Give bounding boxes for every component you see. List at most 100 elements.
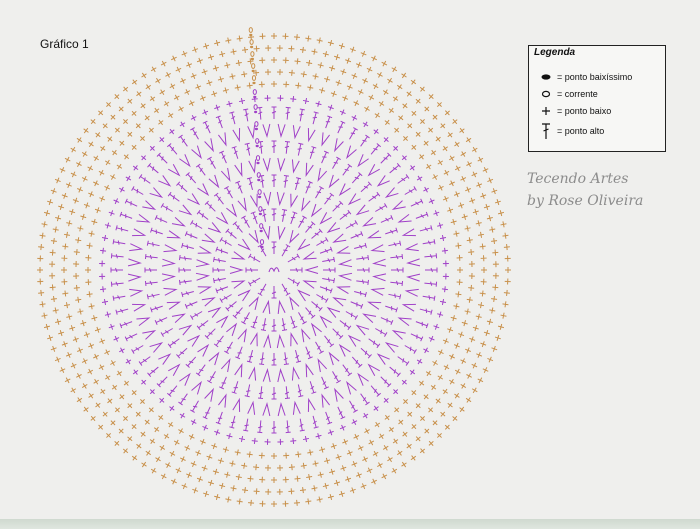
sc-stitch [430,149,437,156]
dc-stitch [156,376,168,388]
sc-stitch [364,428,370,434]
sc-stitch [131,144,137,150]
sc-stitch [398,115,404,121]
dc-stitch [243,108,249,122]
dc-stitch [115,225,129,232]
sc-stitch [277,95,284,102]
dc-stitch [144,280,158,287]
dc-stitch [235,346,243,360]
sc-stitch [374,421,381,428]
sc-stitch [481,267,487,273]
v-stitch [372,273,387,282]
double-crochet-icon [537,122,555,140]
sc-stitch [114,407,120,413]
v-stitch [357,154,369,168]
v-stitch [218,393,227,408]
sc-stitch [458,331,465,338]
dc-stitch [147,366,159,378]
sc-stitch [95,402,101,408]
sc-stitch [77,186,83,193]
sc-stitch [88,141,94,148]
sc-stitch [87,368,94,375]
sc-stitch [461,320,468,327]
dc-stitch [271,387,277,400]
sc-stitch [201,68,208,75]
v-stitch [336,286,351,294]
dc-stitch [207,371,216,384]
v-stitch [178,204,193,216]
sc-stitch [335,454,342,461]
sc-stitch [409,369,416,375]
sc-stitch [181,50,188,57]
dc-stitch [204,200,216,212]
v-stitch [277,299,286,314]
sc-stitch [251,437,258,444]
v-stitch [307,128,316,143]
sc-stitch [477,231,485,238]
sc-stitch [108,323,115,330]
sc-stitch [77,308,84,315]
sc-stitch [455,242,462,249]
dc-stitch [232,307,243,319]
dc-stitch [380,317,394,325]
v-stitch [226,322,238,337]
sc-stitch [136,91,142,97]
sc-stitch [460,383,467,389]
v-stitch [231,280,246,289]
sc-stitch [241,46,249,53]
dc-stitch [342,163,353,176]
dc-stitch [213,335,224,348]
dc-stitch [388,293,402,300]
dc-stitch [298,215,307,228]
v-stitch [132,228,147,237]
sc-stitch [118,428,124,434]
sc-stitch [461,213,468,220]
dc-stitch [290,315,298,329]
v-stitch [166,301,182,310]
dc-stitch [390,280,404,287]
dc-stitch [351,172,363,184]
dc-stitch [332,200,344,212]
sc-stitch [87,165,94,172]
sc-stitch [234,84,241,91]
sc-stitch [477,302,485,309]
sc-stitch [433,210,440,217]
sc-stitch [119,394,125,400]
sc-stitch [444,110,450,116]
sc-stitch [241,487,249,494]
sc-stitch [271,477,277,483]
sc-stitch [104,311,111,318]
v-stitch [262,299,271,314]
sc-stitch [394,407,400,413]
sc-stitch [387,77,393,84]
dc-stitch [257,106,263,120]
sc-stitch [423,394,429,400]
dc-stitch [350,301,364,309]
sc-stitch [410,455,417,461]
sc-stitch [41,312,48,319]
sc-stitch [453,342,460,349]
sc-stitch [437,311,444,318]
dc-stitch [215,286,229,294]
sc-stitch [93,378,99,385]
dc-stitch [207,156,216,169]
sc-stitch [196,57,203,64]
sc-stitch [476,182,483,189]
sc-stitch [234,449,241,456]
sc-stitch [37,255,44,262]
sc-stitch [504,278,511,285]
sc-stitch [453,303,460,310]
dc-stitch [178,279,192,285]
sc-stitch [179,121,186,128]
sc-stitch [435,136,441,142]
sc-stitch [455,291,462,298]
sc-stitch [47,199,54,206]
sc-stitch [402,431,408,437]
slip-stitch-marker [249,33,253,37]
sc-stitch [436,432,442,438]
sc-stitch [357,445,364,451]
sc-stitch [125,175,132,182]
v-stitch [291,366,300,381]
sc-stitch [106,432,112,438]
v-stitch [346,145,357,160]
